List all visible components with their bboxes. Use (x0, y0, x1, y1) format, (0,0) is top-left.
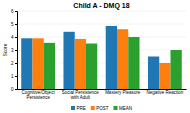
legend-item: PRE (71, 106, 86, 111)
x-tick: Negative Reaction (146, 90, 183, 95)
y-tick-label: 3 (11, 48, 14, 53)
x-tick-label-line: Persistence (26, 95, 50, 100)
x-tick-label-line: with Adult (71, 95, 91, 100)
x-tick: Mastery Pleasure (105, 90, 141, 95)
y-axis-line (15, 12, 18, 90)
bar (148, 57, 159, 90)
x-tick: Social Persistencewith Adult (62, 90, 100, 100)
y-tick-line (15, 63, 17, 64)
legend-label: PRE (76, 106, 85, 111)
legend-item: POST (91, 106, 109, 111)
y-tick-line (15, 50, 17, 51)
bar (171, 50, 182, 89)
legend: PRE POST MEAN (71, 106, 132, 111)
y-tick: 4 (11, 35, 17, 40)
y-tick-label: 4 (11, 35, 14, 40)
y-tick: 6 (11, 9, 17, 14)
y-tick: 1 (11, 74, 17, 79)
y-axis: 0 1 2 3 4 5 6 (11, 9, 18, 92)
y-tick-label: 0 (11, 87, 14, 92)
legend-label: MEAN (119, 106, 132, 111)
bar (63, 32, 74, 89)
y-tick-label: 1 (11, 74, 14, 79)
y-tick-label: 2 (11, 61, 14, 66)
legend-item: MEAN (114, 106, 133, 111)
y-tick-line (15, 24, 17, 25)
chart-title: Child A - DMQ 18 (73, 2, 129, 10)
y-tick-line (15, 76, 17, 77)
bar-series (21, 26, 159, 89)
legend-swatch (91, 106, 95, 110)
y-tick: 2 (11, 61, 17, 66)
y-tick: 0 (11, 87, 17, 92)
grid-line (17, 37, 186, 38)
legend-swatch (114, 106, 118, 110)
x-tick-label: Social Persistencewith Adult (62, 90, 100, 100)
y-tick: 5 (11, 22, 17, 27)
bars (21, 26, 182, 89)
bar (44, 43, 55, 89)
grid-line (17, 11, 186, 12)
x-tick-label: Cognitive/ObjectPersistence (22, 90, 56, 100)
bar (21, 38, 32, 89)
plot: 0 1 2 3 4 5 6 Cognitive/ObjectPersistence Social… (11, 9, 187, 100)
y-axis-title: Score (2, 43, 8, 56)
x-axis: Cognitive/ObjectPersistence Social Persis… (18, 90, 187, 101)
y-tick-line (15, 11, 17, 12)
bar (128, 37, 139, 89)
x-tick-label: Mastery Pleasure (105, 90, 141, 95)
bar (32, 38, 43, 89)
bar-series (32, 29, 170, 89)
chart-container: 0 1 2 3 4 5 6 Cognitive/ObjectPersistence Social… (0, 0, 190, 113)
bar (86, 44, 97, 90)
y-tick-line (15, 89, 17, 90)
bar (75, 39, 86, 89)
legend-label: POST (96, 106, 109, 111)
legend-swatch (71, 106, 75, 110)
bar (106, 26, 117, 89)
x-tick-label-line: Mastery Pleasure (105, 90, 141, 95)
y-tick-label: 5 (11, 22, 14, 27)
bar-series (44, 37, 182, 89)
x-tick: Cognitive/ObjectPersistence (22, 90, 56, 100)
x-tick-label: Negative Reaction (146, 90, 183, 95)
x-tick-label-line: Negative Reaction (146, 90, 183, 95)
bar (117, 29, 128, 89)
grid-line (17, 24, 186, 25)
y-tick-line (15, 37, 17, 38)
grid (17, 11, 186, 89)
chart-svg: 0 1 2 3 4 5 6 Cognitive/ObjectPersistence Social… (0, 0, 190, 113)
y-tick-label: 6 (11, 9, 14, 14)
bar (159, 63, 170, 89)
y-tick: 3 (11, 48, 17, 53)
